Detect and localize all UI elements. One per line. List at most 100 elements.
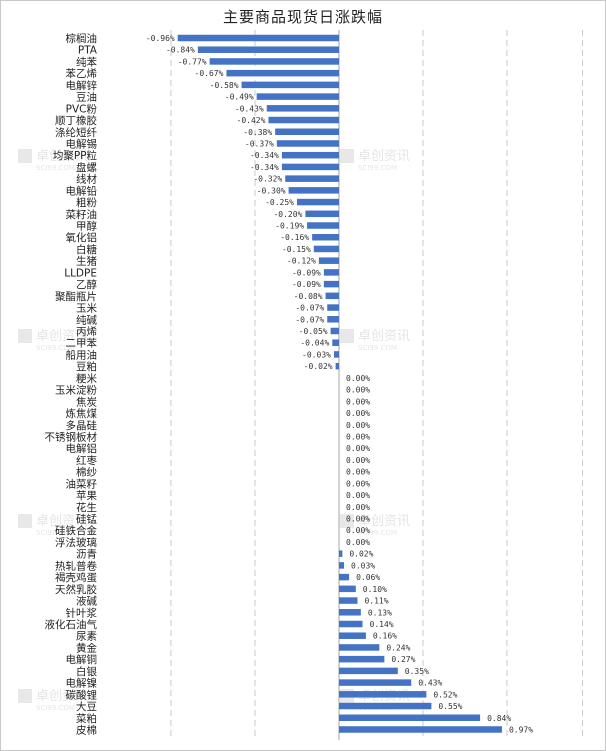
category-label: 尿素 bbox=[76, 630, 97, 643]
bar bbox=[318, 257, 339, 264]
category-label: 氧化铝 bbox=[66, 231, 98, 244]
category-label: 硅锰 bbox=[76, 513, 97, 526]
category-label: 二甲苯 bbox=[66, 337, 98, 350]
category-label: 菜粕 bbox=[76, 712, 97, 725]
watermark-brand: 卓创资讯 bbox=[358, 149, 410, 164]
category-label: 均聚PP粒 bbox=[53, 149, 98, 162]
category-label: 沥青 bbox=[76, 548, 97, 561]
data-label: -0.03% bbox=[302, 350, 331, 359]
data-label: 0.00% bbox=[346, 526, 370, 535]
bar bbox=[339, 726, 502, 733]
data-label: -0.09% bbox=[292, 268, 321, 277]
data-label: -0.77% bbox=[178, 57, 207, 66]
bar bbox=[307, 222, 339, 229]
bar bbox=[323, 280, 339, 288]
category-label: 大豆 bbox=[76, 700, 97, 713]
data-label: -0.30% bbox=[257, 186, 286, 195]
category-label: 聚酯瓶片 bbox=[55, 290, 97, 303]
watermark-brand: 卓创资讯 bbox=[36, 329, 88, 344]
category-label: 豆粕 bbox=[76, 360, 97, 373]
data-label: -0.58% bbox=[210, 81, 239, 90]
data-label: -0.67% bbox=[195, 69, 224, 78]
bar bbox=[339, 691, 427, 698]
bar bbox=[325, 292, 339, 300]
data-label: -0.16% bbox=[280, 233, 309, 242]
bar bbox=[335, 362, 339, 370]
bar bbox=[177, 34, 339, 42]
category-label: 针叶浆 bbox=[66, 606, 98, 619]
data-label: -0.04% bbox=[300, 339, 329, 348]
bar bbox=[339, 585, 356, 593]
category-label: 豆油 bbox=[76, 91, 97, 104]
data-label: -0.08% bbox=[294, 292, 323, 301]
category-label: 甲醇 bbox=[76, 220, 97, 233]
bar bbox=[209, 58, 339, 65]
category-label: 天然乳胶 bbox=[55, 583, 97, 596]
category-label: 褐壳鸡蛋 bbox=[55, 571, 97, 584]
data-label: -0.84% bbox=[166, 46, 195, 55]
data-label: 0.06% bbox=[356, 573, 380, 582]
category-label: 液化石油气 bbox=[45, 618, 98, 631]
data-label: -0.49% bbox=[225, 93, 254, 102]
data-label: 0.00% bbox=[346, 538, 370, 547]
watermark-site: SCI99.COM bbox=[36, 164, 75, 172]
data-label: -0.19% bbox=[275, 222, 304, 231]
data-label: -0.20% bbox=[273, 210, 302, 219]
bar bbox=[281, 151, 339, 159]
data-label: -0.15% bbox=[282, 245, 311, 254]
data-label: 0.97% bbox=[509, 725, 533, 734]
bar bbox=[339, 609, 361, 616]
data-label: -0.07% bbox=[295, 304, 324, 313]
bar bbox=[226, 69, 339, 77]
data-label: -0.09% bbox=[292, 280, 321, 289]
bar bbox=[339, 679, 412, 686]
bar bbox=[339, 644, 380, 651]
data-label: 0.00% bbox=[346, 456, 370, 465]
bar bbox=[266, 105, 339, 112]
category-label: 红枣 bbox=[76, 454, 97, 467]
watermark-site: SCI99.COM bbox=[358, 344, 397, 352]
category-label: 船用油 bbox=[66, 348, 98, 361]
category-label: 顺丁橡胶 bbox=[55, 114, 97, 127]
category-label: 线材 bbox=[76, 173, 97, 186]
data-label: 0.27% bbox=[391, 655, 415, 664]
data-label: 0.13% bbox=[368, 608, 392, 617]
category-label: PVC粉 bbox=[66, 102, 98, 115]
category-label: 浮法玻璃 bbox=[55, 536, 97, 549]
data-label: 0.03% bbox=[351, 561, 375, 570]
category-label: 焦炭 bbox=[76, 395, 97, 408]
bar bbox=[339, 597, 358, 604]
watermark-site: SCI99.COM bbox=[36, 529, 75, 537]
category-label: 多晶硅 bbox=[66, 419, 98, 432]
data-label: 0.11% bbox=[364, 597, 388, 606]
watermark-site: SCI99.COM bbox=[36, 704, 75, 712]
bar bbox=[339, 573, 350, 581]
category-label: 花生 bbox=[76, 501, 97, 514]
bar bbox=[339, 550, 343, 557]
category-label: 粳米 bbox=[76, 372, 97, 385]
category-label: 涤纶短纤 bbox=[55, 126, 97, 139]
category-label: 白糖 bbox=[76, 243, 97, 256]
category-label: 苯乙烯 bbox=[66, 67, 98, 80]
watermark-brand: 卓创资讯 bbox=[36, 149, 88, 164]
category-label: 棉纱 bbox=[76, 466, 97, 479]
category-label: 粗粉 bbox=[76, 196, 97, 209]
category-label: 菜籽油 bbox=[66, 208, 98, 221]
watermark-site: SCI99.COM bbox=[358, 164, 397, 172]
data-label: 0.14% bbox=[370, 620, 394, 629]
data-label: 0.10% bbox=[363, 585, 387, 594]
data-label: 0.84% bbox=[487, 714, 511, 723]
data-label: -0.32% bbox=[253, 175, 282, 184]
watermark-logo-icon bbox=[18, 514, 32, 528]
bar bbox=[297, 198, 339, 206]
data-label: 0.52% bbox=[433, 690, 457, 699]
data-label: -0.38% bbox=[243, 128, 272, 137]
bar bbox=[312, 233, 339, 241]
data-label: -0.42% bbox=[237, 116, 266, 125]
bar bbox=[285, 175, 339, 182]
bar bbox=[332, 339, 339, 346]
